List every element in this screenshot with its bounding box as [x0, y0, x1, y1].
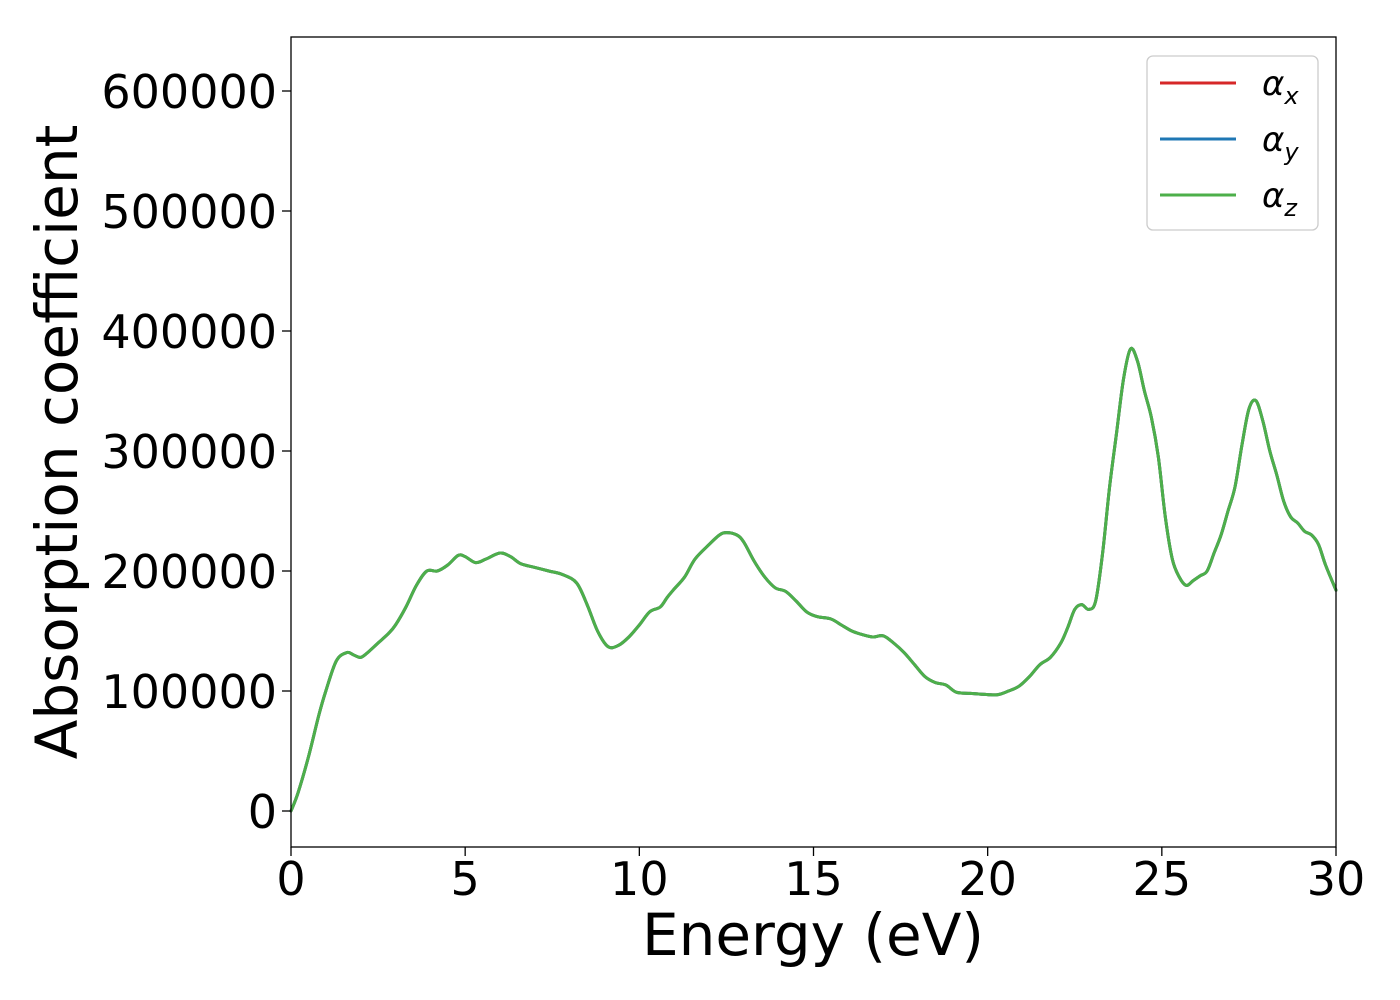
- series-line-3: [289, 346, 1338, 813]
- y-tick-label: 600000: [101, 65, 277, 119]
- x-tick-label: 20: [958, 852, 1017, 906]
- legend-label-3: αz: [1262, 176, 1298, 222]
- x-tick-label: 10: [610, 852, 669, 906]
- legend-label-1: αx: [1262, 64, 1299, 110]
- x-axis-title: Energy (eV): [642, 901, 984, 969]
- y-tick-label: 100000: [101, 665, 277, 719]
- legend-label-2: αy: [1262, 120, 1299, 166]
- x-tick-label: 5: [451, 852, 480, 906]
- x-tick-label: 30: [1307, 852, 1366, 906]
- y-tick-label: 200000: [101, 545, 277, 599]
- y-tick-label: 400000: [101, 305, 277, 359]
- y-tick-label: 500000: [101, 185, 277, 239]
- series-layer: [289, 346, 1338, 813]
- x-tick-label: 0: [276, 852, 305, 906]
- legend-box: [1146, 55, 1319, 231]
- x-axis: 0 5 10 15 20 25 30: [276, 847, 1365, 906]
- y-tick-label: 0: [248, 785, 277, 839]
- x-tick-label: 15: [784, 852, 843, 906]
- y-axis-title: Absorption coefficient: [23, 125, 91, 760]
- y-axis: 0 100000 200000 300000 400000 500000 600000: [101, 65, 291, 839]
- x-tick-label: 25: [1133, 852, 1192, 906]
- y-tick-label: 300000: [101, 425, 277, 479]
- legend: αx αy αz: [1146, 55, 1319, 231]
